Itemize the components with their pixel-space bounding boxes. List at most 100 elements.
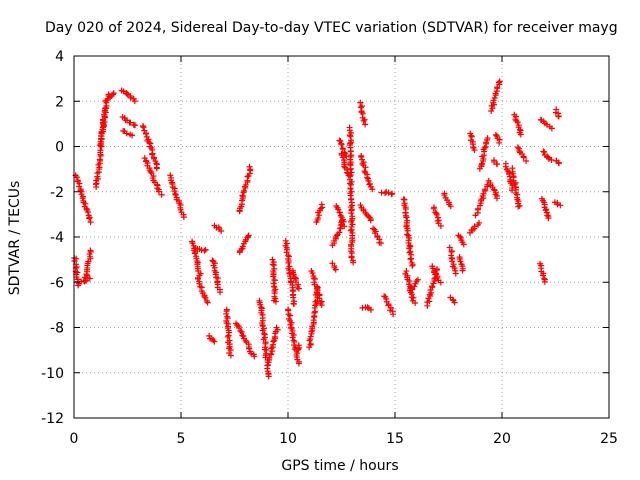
data-point — [540, 272, 547, 279]
y-tick-label: -2 — [50, 185, 64, 201]
data-point — [410, 294, 417, 301]
data-point — [367, 217, 374, 224]
data-point — [196, 280, 203, 287]
data-point — [123, 130, 130, 137]
data-point — [358, 103, 365, 110]
data-point — [341, 223, 348, 230]
data-point — [82, 200, 89, 207]
data-point — [387, 307, 394, 314]
data-point — [484, 181, 491, 188]
data-point — [318, 201, 325, 208]
data-point — [515, 203, 522, 210]
data-point — [268, 345, 275, 352]
x-tick-label: 0 — [70, 431, 79, 447]
data-point — [244, 173, 251, 180]
chart-title: Day 020 of 2024, Sidereal Day-to-day VTE… — [45, 20, 618, 36]
data-point — [172, 190, 179, 197]
data-point — [364, 174, 371, 181]
data-point — [471, 223, 478, 230]
data-point — [433, 211, 440, 218]
data-point — [316, 295, 323, 302]
data-point — [318, 302, 325, 309]
axis-ticks — [73, 55, 610, 419]
data-point — [492, 131, 499, 138]
data-point — [364, 304, 371, 311]
data-point — [204, 299, 211, 306]
data-point — [99, 126, 106, 133]
data-point — [206, 332, 213, 339]
data-point — [97, 142, 104, 149]
data-point — [437, 222, 444, 229]
data-point — [348, 226, 355, 233]
data-point — [411, 283, 418, 290]
data-point — [362, 121, 369, 128]
data-point — [171, 188, 178, 195]
data-point — [333, 232, 340, 239]
data-point — [514, 119, 521, 126]
data-point — [347, 133, 354, 140]
data-point — [156, 188, 163, 195]
data-point — [452, 267, 459, 274]
data-point — [471, 147, 478, 154]
data-point — [223, 310, 230, 317]
data-point — [468, 133, 475, 140]
data-point — [348, 254, 355, 261]
data-point — [409, 262, 416, 269]
data-point — [238, 246, 245, 253]
data-point — [385, 189, 392, 196]
data-point — [548, 156, 555, 163]
data-point — [494, 161, 501, 168]
data-point — [295, 360, 302, 367]
data-point — [246, 345, 253, 352]
data-point — [514, 144, 521, 151]
data-point — [511, 181, 518, 188]
data-point — [109, 91, 116, 98]
data-point — [270, 273, 277, 280]
y-tick-labels: 4 2 0 -2 -4 -6 -8 -10 -12 — [41, 49, 64, 427]
data-point — [377, 240, 384, 247]
data-points — [71, 78, 564, 380]
data-point — [496, 139, 503, 146]
data-point — [459, 267, 466, 274]
data-point — [337, 137, 344, 144]
data-point — [390, 311, 397, 318]
data-point — [452, 270, 459, 277]
data-point — [520, 154, 527, 161]
data-point — [348, 169, 355, 176]
data-point — [545, 155, 552, 162]
data-point — [132, 122, 139, 129]
data-point — [437, 279, 444, 286]
data-point — [311, 276, 318, 283]
data-point — [124, 90, 131, 97]
data-point — [407, 256, 414, 263]
data-point — [349, 238, 356, 245]
data-point — [317, 205, 324, 212]
data-point — [96, 156, 103, 163]
data-point — [202, 246, 209, 253]
data-point — [193, 255, 200, 262]
data-point — [143, 130, 150, 137]
data-point — [267, 350, 274, 357]
data-point — [211, 338, 218, 345]
data-point — [403, 214, 410, 221]
data-point — [110, 90, 117, 97]
data-point — [357, 104, 364, 111]
data-point — [259, 327, 266, 334]
data-point — [315, 215, 322, 222]
data-point — [451, 299, 458, 306]
data-point — [239, 192, 246, 199]
data-point — [343, 153, 350, 160]
data-point — [73, 263, 80, 270]
data-point — [457, 258, 464, 265]
data-point — [475, 205, 482, 212]
data-point — [460, 241, 467, 248]
data-point — [236, 324, 243, 331]
data-point — [348, 139, 355, 146]
x-tick-label: 20 — [493, 431, 511, 447]
data-point — [289, 334, 296, 341]
data-point — [431, 275, 438, 282]
data-point — [484, 135, 491, 142]
data-point — [295, 346, 302, 353]
data-point — [271, 277, 278, 284]
